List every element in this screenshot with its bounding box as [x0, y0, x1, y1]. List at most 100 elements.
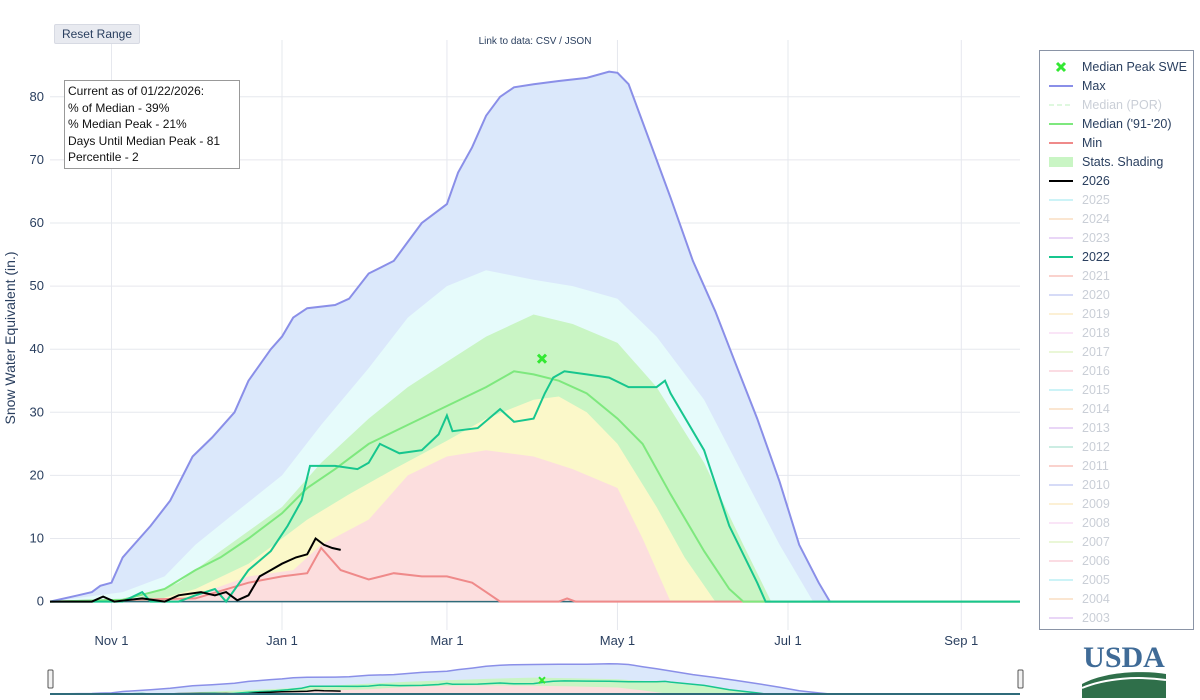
range-slider-left-handle[interactable]	[47, 669, 54, 689]
legend-swatch-icon	[1049, 274, 1073, 277]
legend-swatch-icon	[1049, 578, 1073, 581]
y-tick-label: 80	[30, 89, 44, 104]
legend-item-2011[interactable]: 2011	[1048, 456, 1109, 475]
info-line-percentile: Percentile - 2	[68, 150, 139, 164]
usda-logo-swoosh-stripe	[1081, 677, 1167, 689]
legend-item-median-91-20[interactable]: Median ('91-'20)	[1048, 114, 1172, 133]
legend-item-2007[interactable]: 2007	[1048, 532, 1110, 551]
legend-item-2010[interactable]: 2010	[1048, 475, 1110, 494]
legend-swatch-icon	[1049, 388, 1073, 391]
legend-label: 2009	[1082, 496, 1110, 511]
data-link-separator: /	[556, 36, 565, 47]
legend-item-2026[interactable]: 2026	[1048, 171, 1110, 190]
legend-label: 2023	[1082, 230, 1110, 245]
legend-swatch-icon	[1049, 331, 1073, 334]
chart-legend: Median Peak SWE Max Median (POR) Median ('9…	[1039, 50, 1194, 630]
legend-item-min[interactable]: Min	[1048, 133, 1102, 152]
legend-item-2016[interactable]: 2016	[1048, 361, 1110, 380]
legend-label: Median (POR)	[1082, 97, 1162, 112]
legend-label: 2015	[1082, 382, 1110, 397]
series-2022-line	[50, 370, 1020, 604]
legend-swatch-icon	[1049, 141, 1073, 144]
legend-swatch-icon	[1049, 521, 1073, 524]
legend-item-median-peak-swe[interactable]: Median Peak SWE	[1048, 57, 1187, 76]
range-slider-right-handle[interactable]	[1017, 669, 1024, 689]
legend-item-2023[interactable]: 2023	[1048, 228, 1110, 247]
info-line-current-date: Current as of 01/22/2026:	[68, 84, 205, 98]
legend-item-2005[interactable]: 2005	[1048, 570, 1110, 589]
legend-swatch-icon	[1049, 540, 1073, 543]
legend-item-2022[interactable]: 2022	[1048, 247, 1110, 266]
legend-item-2004[interactable]: 2004	[1048, 589, 1110, 608]
legend-item-2006[interactable]: 2006	[1048, 551, 1110, 570]
usda-logo-text: USDA	[1083, 641, 1165, 674]
range-slider-min-fill	[50, 685, 671, 694]
csv-link[interactable]: CSV	[535, 36, 557, 47]
legend-swatch-icon	[1055, 61, 1067, 72]
legend-label: Min	[1082, 135, 1103, 150]
info-line-pct-median-peak: % Median Peak - 21%	[68, 117, 187, 131]
legend-swatch-icon	[1049, 597, 1073, 600]
legend-label: 2022	[1082, 249, 1110, 264]
legend-swatch-icon	[1049, 84, 1073, 87]
legend-swatch-icon	[1049, 156, 1073, 167]
legend-label: 2007	[1082, 534, 1110, 549]
legend-item-max[interactable]: Max	[1048, 76, 1106, 95]
series-2026-line	[50, 536, 341, 603]
legend-item-2015[interactable]: 2015	[1048, 380, 1110, 399]
legend-label: 2010	[1082, 477, 1110, 492]
legend-label: 2026	[1082, 173, 1110, 188]
axis-layer: 0 10 20 30 40 50 60 70 80 Nov 1 Jan 1 Mar 1 May 1 Jul…	[30, 89, 979, 648]
x-tick-label: Sep 1	[944, 633, 978, 648]
legend-label: 2016	[1082, 363, 1110, 378]
legend-label: 2024	[1082, 211, 1110, 226]
min-band-fill	[50, 450, 671, 602]
legend-item-2012[interactable]: 2012	[1048, 437, 1110, 456]
legend-swatch-icon	[1049, 293, 1073, 296]
legend-swatch-icon	[1049, 559, 1073, 562]
legend-item-2020[interactable]: 2020	[1048, 285, 1110, 304]
legend-label: 2005	[1082, 572, 1110, 587]
legend-item-2019[interactable]: 2019	[1048, 304, 1110, 323]
legend-item-stats-shading[interactable]: Stats. Shading	[1048, 152, 1163, 171]
legend-item-2018[interactable]: 2018	[1048, 323, 1110, 342]
usda-logo: USDA	[1081, 641, 1167, 698]
legend-label: Max	[1082, 78, 1106, 93]
json-link[interactable]: JSON	[564, 36, 592, 47]
legend-swatch-icon	[1049, 312, 1073, 315]
legend-swatch-icon	[1049, 122, 1073, 125]
legend-item-2021[interactable]: 2021	[1048, 266, 1110, 285]
legend-swatch-icon	[1049, 236, 1073, 239]
legend-label: Median ('91-'20)	[1082, 116, 1172, 131]
legend-item-2008[interactable]: 2008	[1048, 513, 1110, 532]
series-median-line	[49, 370, 1020, 603]
legend-swatch-icon	[1049, 483, 1073, 486]
legend-label: 2017	[1082, 344, 1110, 359]
legend-label: 2021	[1082, 268, 1110, 283]
legend-item-2025[interactable]: 2025	[1048, 190, 1110, 209]
reset-range-button[interactable]: Reset Range	[54, 24, 140, 44]
legend-label: Median Peak SWE	[1082, 59, 1187, 74]
series-max-line	[49, 70, 831, 603]
y-tick-label: 0	[37, 594, 44, 609]
range-slider[interactable]	[47, 660, 1024, 695]
legend-label: 2020	[1082, 287, 1110, 302]
legend-item-2017[interactable]: 2017	[1048, 342, 1110, 361]
legend-swatch-icon	[1049, 426, 1073, 429]
legend-item-median-por[interactable]: Median (POR)	[1048, 95, 1162, 114]
y-tick-label: 40	[30, 341, 44, 356]
legend-item-2013[interactable]: 2013	[1048, 418, 1110, 437]
legend-item-2009[interactable]: 2009	[1048, 494, 1110, 513]
legend-label: 2013	[1082, 420, 1110, 435]
legend-swatch-icon	[1049, 445, 1073, 448]
legend-item-2024[interactable]: 2024	[1048, 209, 1110, 228]
x-tick-label: Nov 1	[95, 633, 129, 648]
y-axis-title: Snow Water Equivalent (in.)	[2, 252, 18, 425]
legend-swatch-icon	[1049, 369, 1073, 372]
legend-item-2003[interactable]: 2003	[1048, 608, 1110, 627]
y-tick-label: 60	[30, 215, 44, 230]
usda-logo-swoosh	[1082, 672, 1166, 698]
legend-item-2014[interactable]: 2014	[1048, 399, 1110, 418]
legend-swatch-icon	[1049, 103, 1073, 106]
